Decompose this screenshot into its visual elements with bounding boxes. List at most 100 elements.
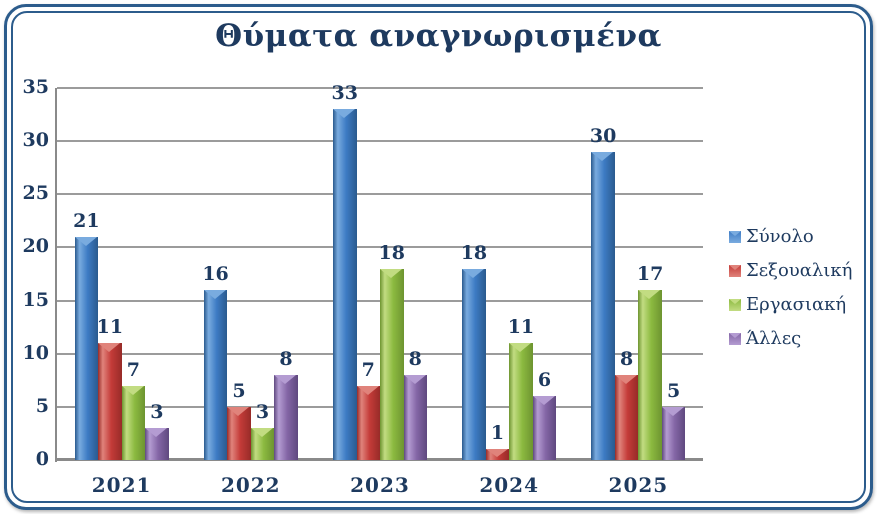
legend-color-marker bbox=[729, 230, 741, 243]
bar-value-label: 1 bbox=[490, 422, 505, 445]
legend-marker-bevel bbox=[729, 264, 741, 270]
legend-label: Άλλες bbox=[746, 328, 802, 349]
bar-top-bevel bbox=[145, 428, 168, 438]
y-axis-tick-label: 5 bbox=[35, 394, 49, 417]
bar-top-bevel bbox=[227, 406, 250, 416]
legend-color-marker bbox=[729, 298, 741, 311]
legend-item: Σύνολο bbox=[729, 226, 852, 247]
bar bbox=[638, 289, 662, 460]
legend-item: Εργασιακή bbox=[729, 294, 852, 315]
plot-area bbox=[55, 87, 703, 462]
legend-color-marker bbox=[729, 264, 741, 277]
bar bbox=[121, 385, 146, 460]
bar-value-label: 30 bbox=[589, 124, 617, 147]
bar-value-label: 16 bbox=[202, 262, 229, 285]
x-axis-label: 2023 bbox=[350, 473, 410, 497]
bar-value-label: 8 bbox=[408, 347, 422, 370]
bar-value-label: 8 bbox=[620, 347, 634, 370]
legend-label: Εργασιακή bbox=[746, 294, 847, 315]
gridline bbox=[57, 193, 703, 196]
bar-value-label: 21 bbox=[73, 209, 100, 232]
y-axis-tick-label: 15 bbox=[22, 288, 49, 311]
bar-value-label: 18 bbox=[378, 241, 405, 264]
bar-top-bevel bbox=[74, 236, 97, 246]
bar bbox=[591, 151, 615, 460]
y-axis-tick-label: 30 bbox=[22, 129, 49, 152]
y-axis-tick-label: 0 bbox=[35, 448, 49, 470]
legend-color-marker bbox=[729, 332, 741, 345]
bar-top-bevel bbox=[380, 268, 402, 278]
x-axis-label: 2025 bbox=[608, 473, 669, 497]
outer-frame-border bbox=[4, 4, 873, 510]
bar bbox=[274, 374, 298, 460]
bar-top-bevel bbox=[274, 374, 297, 384]
bar bbox=[403, 374, 427, 460]
bar-value-label: 18 bbox=[460, 241, 488, 264]
y-axis-tick-label: 10 bbox=[22, 341, 49, 364]
bar-top-bevel bbox=[403, 374, 426, 384]
bar-top-bevel bbox=[509, 343, 532, 353]
bar-top-bevel bbox=[98, 343, 121, 353]
bar-top-bevel bbox=[250, 428, 273, 438]
inner-frame-border bbox=[11, 11, 866, 503]
bar-value-label: 11 bbox=[507, 316, 535, 339]
legend-label: Σεξουαλική bbox=[746, 260, 853, 281]
bar-top-bevel bbox=[638, 289, 661, 299]
y-axis-tick-label: 25 bbox=[22, 182, 49, 205]
bar-top-bevel bbox=[591, 151, 614, 161]
bar-value-label: 5 bbox=[232, 379, 246, 402]
bar-value-label: 33 bbox=[331, 82, 358, 105]
bar-value-label: 11 bbox=[96, 316, 124, 339]
bar-value-label: 7 bbox=[361, 358, 375, 381]
bar-top-bevel bbox=[485, 449, 508, 458]
bar bbox=[74, 236, 99, 460]
legend-marker-bevel bbox=[729, 230, 741, 236]
chart-title: Θύματα αναγνωρισμένα bbox=[215, 18, 662, 54]
bar-value-label: 6 bbox=[537, 369, 552, 392]
x-axis-label: 2022 bbox=[220, 473, 281, 497]
y-axis-tick-label: 20 bbox=[22, 235, 49, 258]
gridline bbox=[57, 246, 703, 249]
legend-marker-bevel bbox=[729, 332, 741, 338]
bar-top-bevel bbox=[121, 385, 144, 395]
bar bbox=[98, 343, 122, 460]
bar-value-label: 17 bbox=[636, 262, 664, 285]
bar bbox=[250, 428, 275, 460]
legend-item: Άλλες bbox=[729, 328, 852, 349]
legend: Σύνολο Σεξουαλική Εργασιακή Άλλες bbox=[729, 226, 852, 362]
bar-top-bevel bbox=[462, 268, 485, 278]
bar-value-label: 8 bbox=[279, 347, 293, 370]
bar bbox=[462, 268, 486, 460]
gridline bbox=[57, 87, 703, 89]
bar bbox=[227, 406, 251, 460]
bar bbox=[532, 396, 557, 460]
x-axis-label: 2021 bbox=[91, 473, 152, 497]
bar-value-label: 3 bbox=[150, 401, 164, 424]
legend-label: Σύνολο bbox=[746, 226, 814, 247]
bar-value-label: 3 bbox=[255, 401, 270, 424]
x-axis-label: 2024 bbox=[479, 473, 540, 497]
bar-top-bevel bbox=[333, 109, 355, 119]
bar bbox=[485, 449, 510, 460]
bar-top-bevel bbox=[203, 289, 226, 299]
bar bbox=[145, 428, 169, 460]
bar bbox=[356, 385, 380, 460]
bar-top-bevel bbox=[532, 396, 555, 406]
legend-item: Σεξουαλική bbox=[729, 260, 852, 281]
bar bbox=[203, 289, 228, 460]
bar bbox=[333, 109, 357, 460]
gridline bbox=[57, 140, 703, 143]
y-axis-line bbox=[55, 88, 57, 462]
bar-top-bevel bbox=[614, 374, 637, 384]
bar-value-label: 7 bbox=[126, 358, 140, 381]
bar bbox=[614, 374, 639, 460]
bar-value-label: 5 bbox=[667, 379, 681, 402]
bar-top-bevel bbox=[356, 385, 379, 395]
legend-marker-bevel bbox=[729, 298, 741, 304]
bar bbox=[380, 268, 404, 460]
bar bbox=[661, 406, 686, 460]
y-axis-tick-label: 35 bbox=[22, 76, 49, 98]
bar-top-bevel bbox=[661, 406, 684, 416]
bar bbox=[509, 343, 533, 460]
